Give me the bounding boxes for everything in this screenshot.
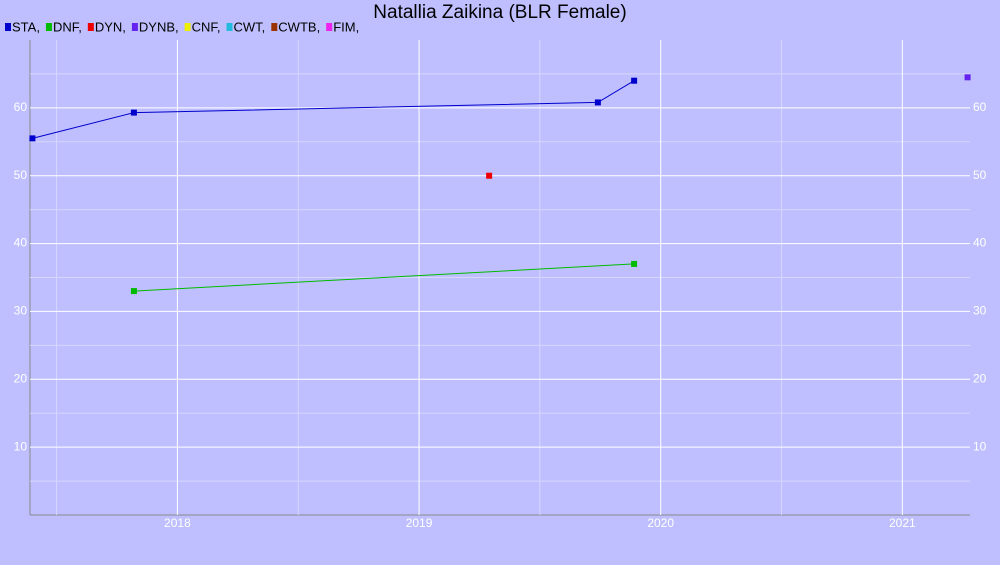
legend-swatch [184, 23, 191, 31]
y-tick-label-right: 20 [973, 371, 987, 385]
y-tick-label: 30 [14, 304, 28, 318]
legend-swatch [131, 23, 138, 31]
point [964, 74, 971, 81]
point [631, 260, 638, 267]
x-tick-label: 2019 [406, 516, 433, 530]
series-line [133, 263, 635, 292]
legend-label: DYNB, [139, 19, 179, 34]
legend-label: STA, [12, 19, 40, 34]
legend-swatch [226, 23, 233, 31]
y-tick-label: 20 [14, 371, 28, 385]
x-tick-label: 2018 [164, 516, 191, 530]
legend-label: CWT, [234, 19, 266, 34]
y-tick-label-right: 50 [973, 168, 987, 182]
point [631, 77, 638, 84]
x-tick-label: 2021 [889, 516, 916, 530]
legend-label: CWTB, [278, 19, 320, 34]
y-tick-label-right: 60 [973, 100, 987, 114]
point [130, 288, 137, 295]
point [594, 99, 601, 106]
y-tick-label-right: 40 [973, 236, 987, 250]
legend-label: DNF, [53, 19, 82, 34]
chart-title: Natallia Zaikina (BLR Female) [373, 2, 626, 23]
point [486, 172, 493, 179]
legend-swatch [271, 23, 278, 31]
y-tick-label-right: 10 [973, 439, 987, 453]
point [29, 135, 36, 142]
series-line [32, 80, 635, 139]
y-tick-label-right: 30 [973, 304, 987, 318]
legend-label: FIM, [333, 19, 359, 34]
legend-swatch [5, 23, 11, 31]
x-tick-label: 2020 [647, 516, 674, 530]
legend-label: DYN, [95, 19, 126, 34]
legend-label: CNF, [192, 19, 221, 34]
point [130, 109, 137, 116]
legend-swatch [87, 23, 94, 31]
y-tick-label: 10 [14, 439, 28, 453]
legend-swatch [45, 23, 52, 31]
legend-swatch [326, 23, 333, 31]
y-tick-label: 40 [14, 236, 28, 250]
y-tick-label: 50 [14, 168, 28, 182]
y-tick-label: 60 [14, 100, 28, 114]
